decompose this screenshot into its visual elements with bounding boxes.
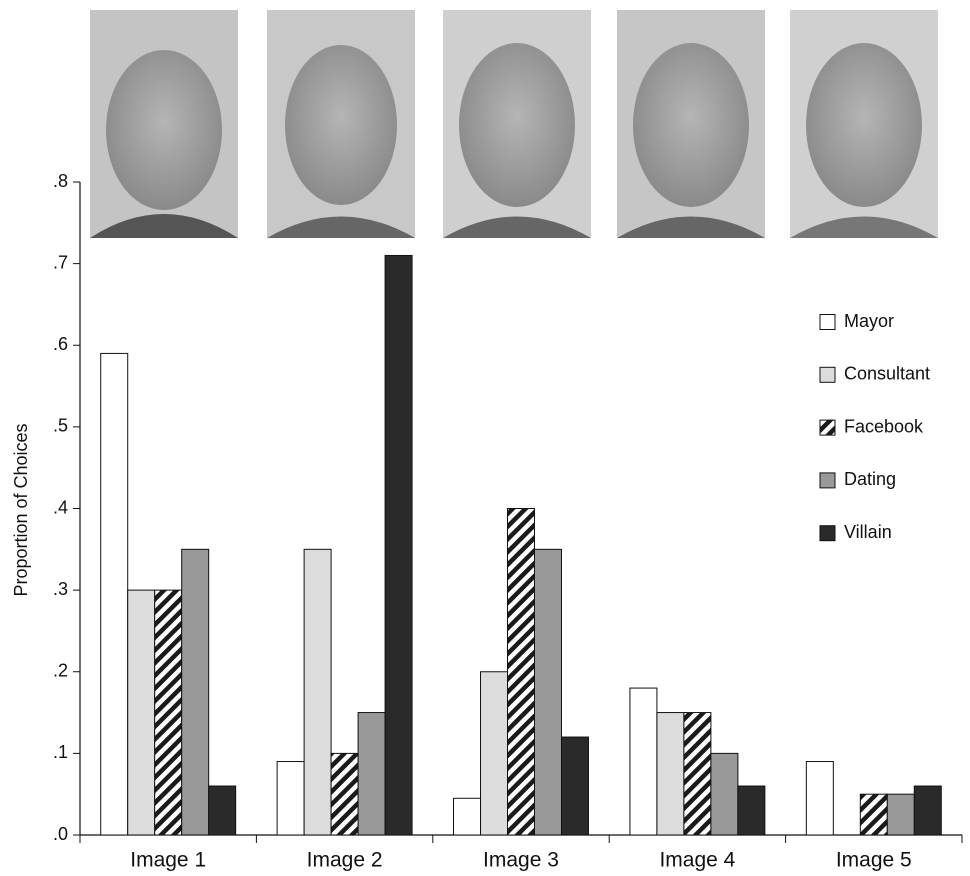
bar xyxy=(181,548,210,836)
bar xyxy=(330,752,359,836)
face-photo xyxy=(790,10,938,238)
legend-swatch xyxy=(819,366,836,383)
y-tick-label: .2 xyxy=(53,661,68,681)
face-images xyxy=(90,10,938,238)
bar xyxy=(507,508,535,836)
legend-swatch xyxy=(819,472,836,489)
bar xyxy=(656,712,685,836)
x-tick-label: Image 5 xyxy=(836,849,912,872)
bar xyxy=(276,761,305,836)
bar xyxy=(737,785,766,836)
y-tick-label: .5 xyxy=(53,416,68,436)
face-photo xyxy=(90,10,238,238)
face-photo xyxy=(267,10,415,238)
x-tick-label: Image 1 xyxy=(130,849,206,872)
y-tick-label: .6 xyxy=(53,334,68,354)
bar xyxy=(154,589,183,836)
legend-label: Villain xyxy=(844,522,892,542)
legend-label: Consultant xyxy=(844,364,930,384)
bar xyxy=(913,785,942,836)
bar xyxy=(453,797,482,836)
bar xyxy=(384,254,413,836)
bar xyxy=(480,671,509,836)
y-tick-label: .3 xyxy=(53,579,68,599)
y-tick-label: .0 xyxy=(53,824,68,844)
face-photo xyxy=(443,10,591,238)
bar xyxy=(303,548,332,836)
legend-swatch xyxy=(819,525,836,542)
face-photo xyxy=(617,10,765,238)
x-tick-label: Image 2 xyxy=(307,849,383,872)
bar xyxy=(805,761,834,836)
legend-swatch xyxy=(819,419,836,436)
legend-label: Dating xyxy=(844,469,896,489)
bar xyxy=(533,548,562,836)
bar xyxy=(357,712,386,836)
bar xyxy=(710,752,739,836)
y-tick-label: .7 xyxy=(53,252,68,272)
bar xyxy=(629,687,658,836)
bar xyxy=(100,352,129,836)
legend-swatch xyxy=(819,314,836,330)
y-axis-label: Proportion of Choices xyxy=(11,423,31,596)
bar xyxy=(127,589,156,836)
bar xyxy=(886,793,915,836)
bar xyxy=(208,785,237,836)
x-tick-label: Image 4 xyxy=(659,849,735,872)
bar xyxy=(683,712,712,836)
bar xyxy=(859,793,888,836)
y-tick-label: .4 xyxy=(53,497,68,517)
x-tick-label: Image 3 xyxy=(483,849,559,872)
legend-label: Mayor xyxy=(844,311,894,331)
y-tick-label: .1 xyxy=(53,742,68,762)
bar xyxy=(560,736,589,836)
y-tick-label: .8 xyxy=(53,171,68,191)
legend-label: Facebook xyxy=(844,416,924,436)
